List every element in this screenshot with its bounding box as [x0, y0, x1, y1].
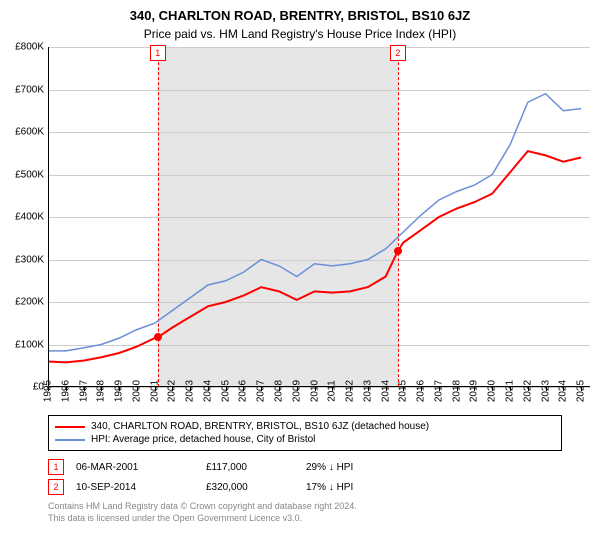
axis-line-left: [48, 47, 49, 387]
series-property: [48, 151, 581, 362]
sale-row: 1 06-MAR-2001£117,00029% ↓ HPI: [48, 457, 562, 477]
y-tick-label: £800K: [15, 42, 44, 53]
series-svg: [48, 47, 590, 387]
sale-row-marker: 1: [48, 459, 64, 475]
sale-marker-number: 1: [150, 45, 166, 61]
sale-row: 2 10-SEP-2014£320,00017% ↓ HPI: [48, 477, 562, 497]
sale-row-price: £117,000: [206, 462, 306, 473]
chart-container: 340, CHARLTON ROAD, BRENTRY, BRISTOL, BS…: [0, 0, 600, 560]
footer-line-2: This data is licensed under the Open Gov…: [48, 513, 562, 525]
y-tick-label: £600K: [15, 127, 44, 138]
sales-table: 1 06-MAR-2001£117,00029% ↓ HPI 2 10-SEP-201…: [48, 457, 562, 497]
sale-point-dot: [154, 333, 162, 341]
y-tick-label: £400K: [15, 212, 44, 223]
legend-swatch: [55, 439, 85, 441]
sale-row-date: 06-MAR-2001: [76, 462, 206, 473]
legend-label: 340, CHARLTON ROAD, BRENTRY, BRISTOL, BS…: [91, 421, 429, 432]
sale-row-date: 10-SEP-2014: [76, 482, 206, 493]
legend-item: 340, CHARLTON ROAD, BRENTRY, BRISTOL, BS…: [55, 420, 555, 433]
series-hpi: [48, 94, 581, 351]
chart-plot-area: £0£100K£200K£300K£400K£500K£600K£700K£80…: [48, 47, 590, 387]
footer-line-1: Contains HM Land Registry data © Crown c…: [48, 501, 562, 513]
y-tick-label: £200K: [15, 297, 44, 308]
y-tick-label: £500K: [15, 169, 44, 180]
axis-line-bottom: [48, 386, 590, 387]
sale-row-diff: 17% ↓ HPI: [306, 482, 562, 493]
legend-item: HPI: Average price, detached house, City…: [55, 433, 555, 446]
chart-subtitle: Price paid vs. HM Land Registry's House …: [0, 23, 600, 47]
chart-title: 340, CHARLTON ROAD, BRENTRY, BRISTOL, BS…: [0, 0, 600, 23]
y-tick-label: £100K: [15, 339, 44, 350]
legend-swatch: [55, 426, 85, 428]
sale-row-price: £320,000: [206, 482, 306, 493]
legend-box: 340, CHARLTON ROAD, BRENTRY, BRISTOL, BS…: [48, 415, 562, 451]
legend-label: HPI: Average price, detached house, City…: [91, 434, 315, 445]
y-tick-label: £300K: [15, 254, 44, 265]
sale-row-diff: 29% ↓ HPI: [306, 462, 562, 473]
footer-attribution: Contains HM Land Registry data © Crown c…: [48, 501, 562, 524]
sale-row-marker: 2: [48, 479, 64, 495]
sale-marker-number: 2: [390, 45, 406, 61]
y-tick-label: £700K: [15, 84, 44, 95]
sale-point-dot: [394, 247, 402, 255]
